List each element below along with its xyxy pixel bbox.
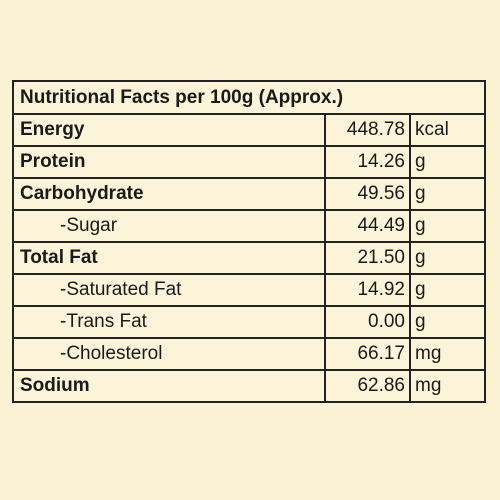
nutrient-unit: mg [409, 369, 486, 403]
nutrient-name: Energy [12, 113, 326, 147]
header-row: Nutritional Facts per 100g (Approx.) [12, 80, 486, 115]
nutrient-name: -Cholesterol [12, 337, 326, 371]
nutrient-unit: kcal [409, 113, 486, 147]
nutrient-row: Total Fat 21.50 g [12, 241, 486, 275]
nutrient-unit: g [409, 241, 486, 275]
nutrient-name: Total Fat [12, 241, 326, 275]
nutrient-name: -Trans Fat [12, 305, 326, 339]
nutrition-table: Nutritional Facts per 100g (Approx.) Ene… [12, 80, 486, 403]
nutrient-unit: g [409, 209, 486, 243]
nutrient-unit: g [409, 177, 486, 211]
nutrient-row: -Sugar 44.49 g [12, 209, 486, 243]
nutrient-unit: g [409, 273, 486, 307]
nutrient-value: 14.92 [324, 273, 411, 307]
nutrient-value: 49.56 [324, 177, 411, 211]
nutrient-row: Sodium 62.86 mg [12, 369, 486, 403]
nutrient-unit: g [409, 145, 486, 179]
nutrient-name: Carbohydrate [12, 177, 326, 211]
nutrient-value: 14.26 [324, 145, 411, 179]
table-body: Nutritional Facts per 100g (Approx.) Ene… [12, 80, 486, 403]
table-title: Nutritional Facts per 100g (Approx.) [12, 80, 486, 115]
nutrient-value: 21.50 [324, 241, 411, 275]
nutrient-value: 44.49 [324, 209, 411, 243]
nutrient-row: -Trans Fat 0.00 g [12, 305, 486, 339]
nutrient-row: Energy 448.78 kcal [12, 113, 486, 147]
nutrient-row: -Saturated Fat 14.92 g [12, 273, 486, 307]
nutrient-unit: mg [409, 337, 486, 371]
nutrient-value: 448.78 [324, 113, 411, 147]
nutrient-row: Carbohydrate 49.56 g [12, 177, 486, 211]
nutrient-value: 0.00 [324, 305, 411, 339]
nutrient-name: Protein [12, 145, 326, 179]
nutrient-row: -Cholesterol 66.17 mg [12, 337, 486, 371]
nutrient-name: -Saturated Fat [12, 273, 326, 307]
nutrient-value: 66.17 [324, 337, 411, 371]
nutrient-unit: g [409, 305, 486, 339]
nutrient-name: Sodium [12, 369, 326, 403]
nutrient-row: Protein 14.26 g [12, 145, 486, 179]
nutrient-value: 62.86 [324, 369, 411, 403]
nutrient-name: -Sugar [12, 209, 326, 243]
